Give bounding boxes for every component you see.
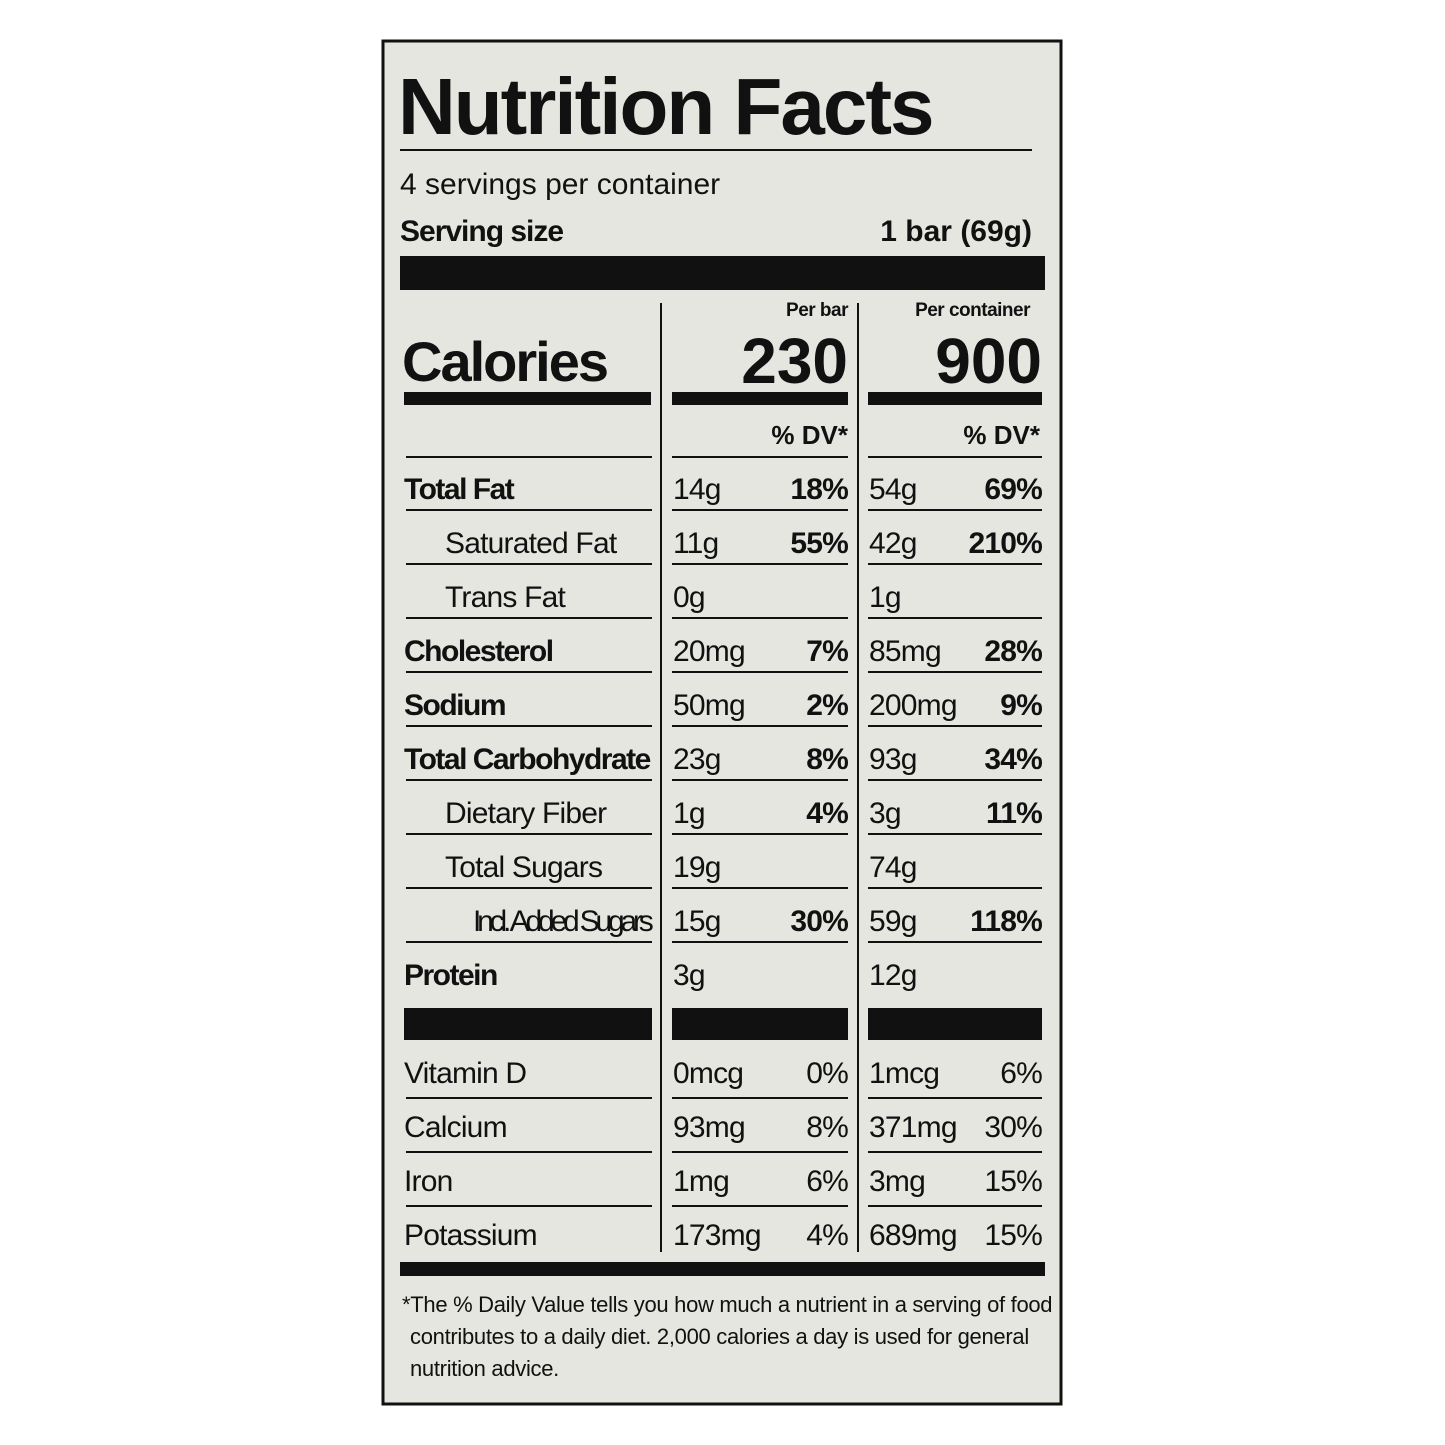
title: Nutrition Facts <box>398 62 932 151</box>
nutrient-name: Protein <box>404 959 497 992</box>
daily-value: 34% <box>984 743 1042 776</box>
amount: 42g <box>869 527 917 560</box>
dv-header: % DV* <box>771 420 848 450</box>
amount: 15g <box>673 905 721 938</box>
thick-bar <box>400 256 1045 290</box>
daily-value: 210% <box>968 527 1042 560</box>
amount: 3mg <box>869 1165 925 1198</box>
amount: 371mg <box>869 1111 957 1144</box>
calories-value: 230 <box>741 325 848 397</box>
daily-value: 15% <box>984 1165 1042 1198</box>
amount: 1g <box>673 797 705 830</box>
nutrient-name: Trans Fat <box>445 581 567 614</box>
amount: 1mg <box>673 1165 729 1198</box>
thick-bar <box>400 1262 1045 1276</box>
thick-bar <box>868 392 1042 405</box>
amount: 50mg <box>673 689 745 722</box>
footnote: nutrition advice. <box>410 1356 559 1381</box>
amount: 19g <box>673 851 721 884</box>
amount: 23g <box>673 743 721 776</box>
amount: 20mg <box>673 635 745 668</box>
thick-bar <box>404 1008 652 1040</box>
daily-value: 2% <box>806 689 848 722</box>
daily-value: 9% <box>1000 689 1042 722</box>
servings: 4 servings per container <box>400 168 720 201</box>
amount: 93mg <box>673 1111 745 1144</box>
amount: 200mg <box>869 689 957 722</box>
nutrient-name: Saturated Fat <box>445 527 618 560</box>
thick-bar <box>672 392 848 405</box>
nutrient-name: Incl. Added Sugars <box>473 905 653 938</box>
nutrient-name: Cholesterol <box>404 635 553 668</box>
amount: 1g <box>869 581 901 614</box>
calories-value: 900 <box>935 325 1042 397</box>
amount: 11g <box>673 527 718 560</box>
amount: 54g <box>869 473 917 506</box>
thick-bar <box>404 392 651 405</box>
amount: 74g <box>869 851 917 884</box>
nutrient-name: Total Fat <box>404 473 515 506</box>
daily-value: 118% <box>970 905 1042 938</box>
daily-value: 0% <box>806 1057 848 1090</box>
daily-value: 4% <box>806 1219 848 1252</box>
nutrient-name: Total Carbohydrate <box>404 743 651 776</box>
amount: 12g <box>869 959 917 992</box>
daily-value: 7% <box>806 635 848 668</box>
daily-value: 6% <box>806 1165 848 1198</box>
amount: 1mcg <box>869 1057 939 1090</box>
amount: 0g <box>673 581 705 614</box>
amount: 93g <box>869 743 917 776</box>
daily-value: 69% <box>984 473 1042 506</box>
daily-value: 8% <box>806 743 848 776</box>
amount: 85mg <box>869 635 941 668</box>
amount: 689mg <box>869 1219 957 1252</box>
nutrient-name: Calcium <box>404 1111 507 1144</box>
daily-value: 18% <box>790 473 848 506</box>
amount: 3g <box>869 797 901 830</box>
amount: 173mg <box>673 1219 761 1252</box>
nutrient-name: Sodium <box>404 689 505 722</box>
column-header: Per container <box>915 300 1031 321</box>
column-header: Per bar <box>786 300 849 321</box>
nutrient-name: Total Sugars <box>445 851 602 884</box>
daily-value: 15% <box>984 1219 1042 1252</box>
calories-label: Calories <box>402 330 607 393</box>
daily-value: 30% <box>984 1111 1042 1144</box>
serving-size-label: Serving size <box>400 215 563 248</box>
amount: 3g <box>673 959 705 992</box>
amount: 14g <box>673 473 721 506</box>
daily-value: 55% <box>790 527 848 560</box>
serving-size-value: 1 bar (69g) <box>880 215 1032 248</box>
daily-value: 28% <box>984 635 1042 668</box>
footnote: *The % Daily Value tells you how much a … <box>402 1292 1052 1317</box>
amount: 59g <box>869 905 917 938</box>
daily-value: 8% <box>806 1111 848 1144</box>
daily-value: 4% <box>806 797 848 830</box>
thick-bar <box>868 1008 1042 1040</box>
nutrient-name: Vitamin D <box>404 1057 526 1090</box>
nutrient-name: Dietary Fiber <box>445 797 607 830</box>
amount: 0mcg <box>673 1057 743 1090</box>
nutrient-name: Potassium <box>404 1219 537 1252</box>
daily-value: 11% <box>986 797 1042 830</box>
nutrient-name: Iron <box>404 1165 453 1198</box>
daily-value: 30% <box>790 905 848 938</box>
dv-header: % DV* <box>963 420 1040 450</box>
daily-value: 6% <box>1000 1057 1042 1090</box>
footnote: contributes to a daily diet. 2,000 calor… <box>410 1324 1029 1349</box>
thick-bar <box>672 1008 848 1040</box>
